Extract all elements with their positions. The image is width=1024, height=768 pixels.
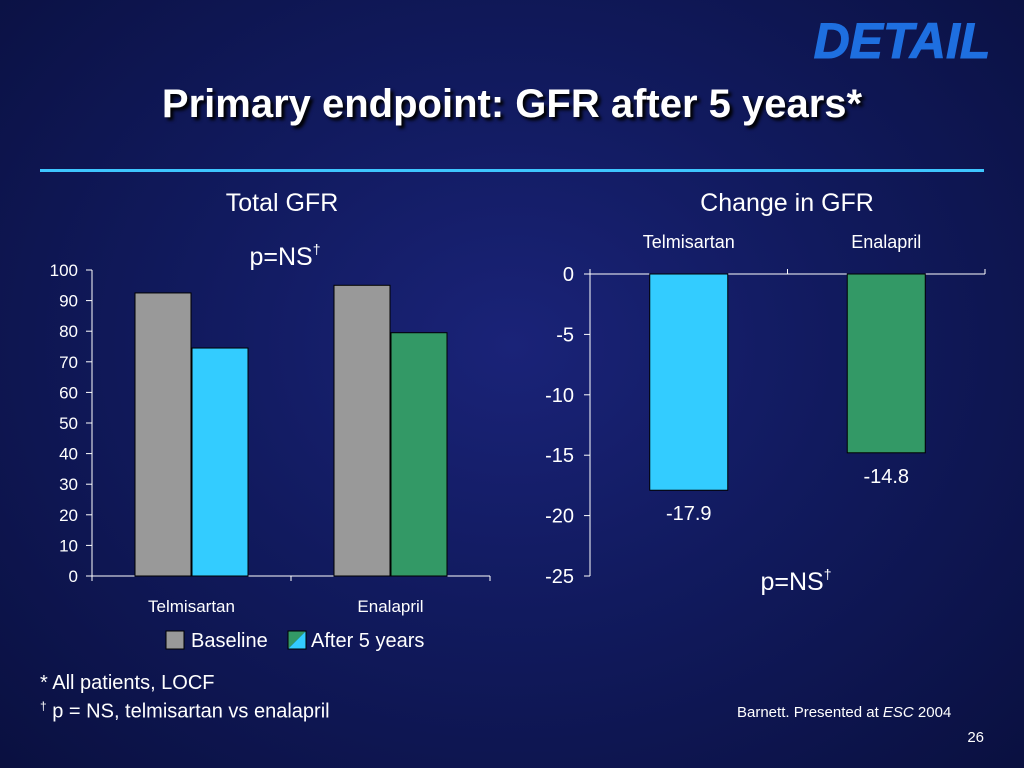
y-tick-label: 0 xyxy=(69,567,78,586)
y-tick-label: -25 xyxy=(545,566,574,588)
y-tick-label: -15 xyxy=(545,445,574,467)
data-label: -14.8 xyxy=(863,466,909,488)
y-tick-label: 90 xyxy=(59,292,78,311)
total-gfr-chart: Total GFR p=NS† 0 10 20 30 40 50 60 70 80 90 100 Te… xyxy=(50,189,491,652)
y-tick-label: 100 xyxy=(50,261,78,280)
bar-change-telmisartan xyxy=(649,273,729,491)
legend-label-baseline: Baseline xyxy=(191,630,268,652)
y-tick-label: 70 xyxy=(59,353,78,372)
page-number: 26 xyxy=(967,729,984,746)
y-tick-label: 30 xyxy=(59,475,78,494)
y-tick-label: 20 xyxy=(59,506,78,525)
legend: Baseline After 5 years xyxy=(165,630,424,652)
y-tick-label: 60 xyxy=(59,383,78,402)
axes: 0 10 20 30 40 50 60 70 80 90 100 Telmisartan Enalapr… xyxy=(50,261,491,616)
y-tick-label: 80 xyxy=(59,322,78,341)
significance-annotation: p=NS† xyxy=(760,566,831,596)
citation: Barnett. Presented at ESC 2004 xyxy=(737,704,952,721)
y-tick-label: -10 xyxy=(545,385,574,407)
bar-change-enalapril xyxy=(846,273,926,454)
chart-title: Total GFR xyxy=(226,189,339,217)
x-category-label: Telmisartan xyxy=(148,597,235,616)
y-tick-label: 0 xyxy=(563,264,574,286)
x-category-label: Telmisartan xyxy=(643,232,735,252)
page-title: Primary endpoint: GFR after 5 years* xyxy=(161,82,863,126)
y-tick-label: 50 xyxy=(59,414,78,433)
legend-swatch-after-5-years xyxy=(287,630,307,650)
change-in-gfr-chart: Change in GFR 0 -5 -10 -15 -20 -25 Telmisartan… xyxy=(545,189,986,596)
significance-annotation: p=NS† xyxy=(249,241,320,271)
bar-baseline-enalapril xyxy=(333,284,391,577)
x-category-label: Enalapril xyxy=(357,597,423,616)
y-tick-label: -20 xyxy=(545,506,574,528)
bars: -17.9 -14.8 xyxy=(649,273,926,525)
data-label: -17.9 xyxy=(666,503,712,525)
detail-logo: DETAIL xyxy=(813,14,991,66)
bar-baseline-telmisartan xyxy=(134,292,192,577)
y-tick-label: 10 xyxy=(59,536,78,555)
footnote-p-ns: † p = NS, telmisartan vs enalapril xyxy=(40,699,330,723)
title-divider xyxy=(40,169,984,172)
logo-text: DETAIL xyxy=(814,14,991,66)
y-tick-label: -5 xyxy=(556,324,574,346)
y-tick-label: 40 xyxy=(59,445,78,464)
axes: 0 -5 -10 -15 -20 -25 Telmisartan Enalapril xyxy=(545,232,986,588)
legend-label-after-5-years: After 5 years xyxy=(311,630,424,652)
chart-title: Change in GFR xyxy=(700,189,874,217)
bar-after-5-years-telmisartan xyxy=(191,347,249,577)
legend-swatch-baseline xyxy=(165,630,185,650)
bars xyxy=(134,284,448,577)
x-category-label: Enalapril xyxy=(851,232,921,252)
footnote-all-patients: * All patients, LOCF xyxy=(40,672,215,694)
bar-after-5-years-enalapril xyxy=(390,332,448,577)
